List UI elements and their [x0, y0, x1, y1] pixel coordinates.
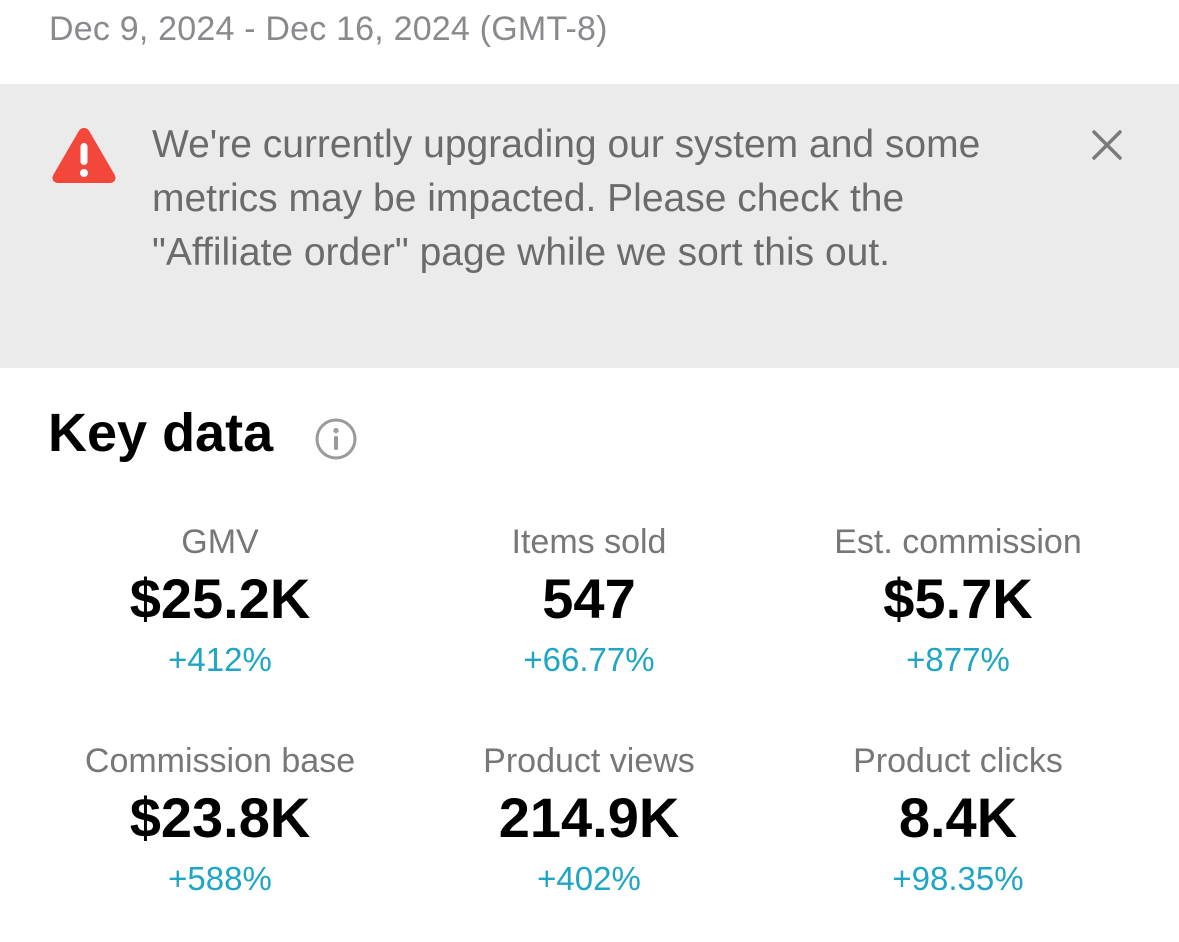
- metric-change: +588%: [168, 860, 272, 897]
- date-range[interactable]: Dec 9, 2024 - Dec 16, 2024 (GMT-8): [49, 10, 608, 48]
- close-icon[interactable]: [1090, 128, 1124, 162]
- metric-change: +402%: [537, 860, 641, 897]
- metric-value: $23.8K: [129, 786, 311, 849]
- system-notice-banner: [0, 84, 1179, 368]
- metric-label: Commission base: [84, 742, 356, 780]
- metric-commission-base[interactable]: Commission base $23.8K +588%: [24, 741, 416, 899]
- metric-change: +98.35%: [892, 860, 1024, 897]
- metric-label: Est. commission: [834, 523, 1082, 561]
- metric-value: $5.7K: [883, 567, 1033, 630]
- metric-label: Items sold: [511, 523, 667, 561]
- metric-product-views[interactable]: Product views 214.9K +402%: [393, 741, 785, 899]
- metric-items-sold[interactable]: Items sold 547 +66.77%: [393, 522, 785, 680]
- metric-change: +877%: [906, 641, 1010, 678]
- metric-label: Product views: [483, 742, 695, 780]
- metric-gmv[interactable]: GMV $25.2K +412%: [24, 522, 416, 680]
- warning-icon: [52, 128, 116, 183]
- metric-label: GMV: [181, 523, 259, 561]
- metric-product-clicks[interactable]: Product clicks 8.4K +98.35%: [762, 741, 1154, 899]
- notice-message: We're currently upgrading our system and…: [152, 123, 981, 274]
- key-data-title: Key data: [48, 403, 274, 463]
- metric-change: +412%: [168, 641, 272, 678]
- metric-value: 547: [542, 567, 636, 630]
- metric-label: Product clicks: [853, 742, 1063, 780]
- metric-est-commission[interactable]: Est. commission $5.7K +877%: [762, 522, 1154, 680]
- metric-value: 8.4K: [898, 786, 1018, 849]
- metric-change: +66.77%: [523, 641, 655, 678]
- metric-value: 214.9K: [498, 786, 680, 849]
- metric-value: $25.2K: [129, 567, 311, 630]
- info-icon[interactable]: [314, 417, 358, 461]
